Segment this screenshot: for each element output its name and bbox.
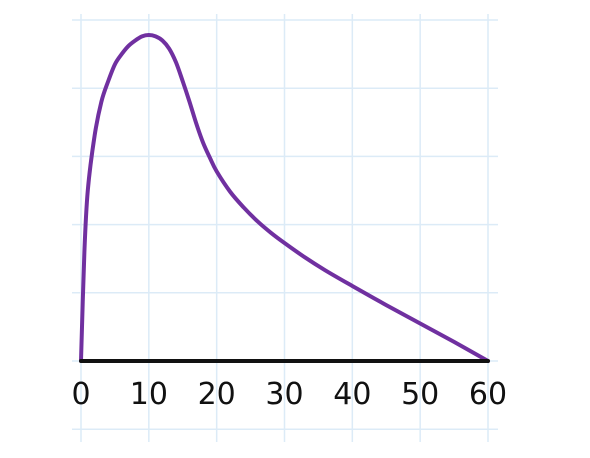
x-tick-label: 50 xyxy=(401,377,439,412)
x-tick-label: 60 xyxy=(469,377,507,412)
x-tick-label: 40 xyxy=(333,377,371,412)
x-tick-label: 20 xyxy=(198,377,236,412)
x-tick-label: 30 xyxy=(265,377,303,412)
x-tick-labels: 0 10 20 30 40 50 60 xyxy=(71,377,507,412)
series-line-0 xyxy=(79,33,490,363)
grid-vertical-lines xyxy=(80,14,489,442)
plot-series xyxy=(79,33,490,363)
x-tick-label: 10 xyxy=(130,377,168,412)
grid-horizontal-lines xyxy=(72,19,498,430)
x-tick-label: 0 xyxy=(71,377,90,412)
